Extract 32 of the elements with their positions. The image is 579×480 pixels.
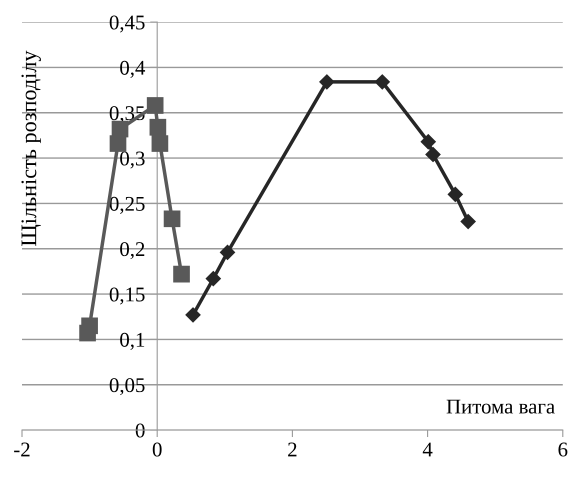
point [448,186,463,202]
x-tick-label: 4 [422,442,432,456]
point [110,135,126,152]
point [460,214,476,230]
point [425,146,441,162]
point [420,134,436,150]
point [112,120,128,138]
y-tick-label: 0,05 [110,378,145,396]
point [374,74,390,90]
x-tick-label: 2 [288,442,296,456]
point [81,317,98,334]
x-tick-label: -2 [14,442,30,456]
point [319,74,334,90]
y-tick-label: 0,3 [120,151,145,169]
point [206,271,221,286]
y-tick-label: 0,45 [110,15,145,33]
y-axis-title: Щільність розподілу [21,50,41,246]
point [185,307,201,323]
point [173,266,190,282]
y-tick-label: 0,2 [120,242,144,260]
x-axis-title: Питома вага [446,400,555,414]
y-tick-label: 0,25 [110,196,145,214]
point [146,97,164,114]
point [164,210,180,228]
x-tick-label: 0 [152,442,162,457]
point [220,244,236,260]
point [152,135,168,152]
x-tick-label: 6 [558,442,568,457]
y-tick-label: 0,1 [120,332,144,350]
point [150,118,166,136]
y-tick-label: 0,4 [120,60,146,78]
y-tick-label: 0,15 [110,287,145,305]
